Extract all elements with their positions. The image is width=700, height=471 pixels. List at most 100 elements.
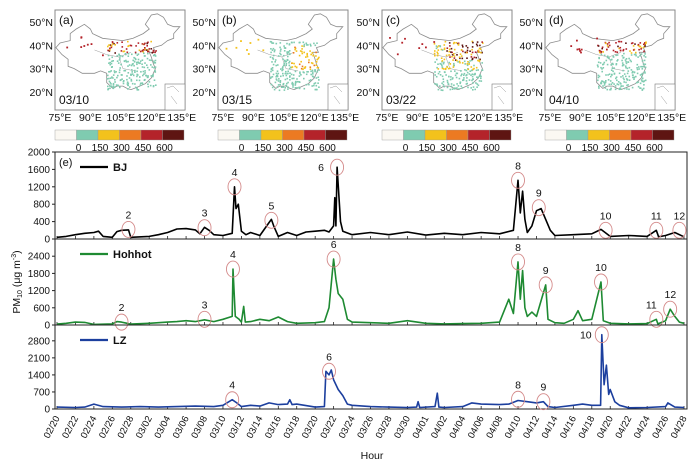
station-dot — [110, 62, 113, 65]
station-dot — [274, 59, 277, 61]
station-dot — [289, 75, 291, 77]
x-tick-label: 04/06 — [466, 414, 487, 440]
station-dot — [110, 85, 113, 87]
station-dot — [625, 42, 627, 44]
station-dot — [450, 76, 452, 78]
station-dot — [124, 69, 127, 72]
station-dot — [123, 50, 126, 53]
station-dot — [474, 51, 477, 53]
station-dot — [601, 70, 603, 73]
station-dot — [136, 67, 139, 69]
station-dot — [580, 51, 582, 54]
station-dot — [109, 85, 111, 87]
station-dot — [461, 44, 464, 47]
station-dot — [481, 41, 483, 43]
event-label: 9 — [543, 265, 549, 277]
station-dot — [623, 81, 625, 83]
station-dot — [459, 82, 461, 85]
station-dot — [146, 64, 148, 66]
station-dot — [282, 72, 284, 75]
station-dot — [472, 68, 474, 71]
station-dot — [272, 73, 275, 76]
station-dot — [108, 71, 110, 73]
station-dot — [114, 81, 116, 83]
station-dot — [601, 68, 603, 70]
station-dot — [314, 82, 317, 84]
station-dot — [125, 48, 128, 50]
station-dot — [139, 84, 142, 86]
event-label: 12 — [674, 210, 686, 222]
station-dot — [109, 44, 112, 46]
station-dot — [476, 41, 479, 43]
station-dot — [152, 85, 155, 88]
event-circle — [672, 221, 687, 239]
inset-outline — [656, 85, 670, 105]
china-outline — [55, 13, 181, 91]
station-dot — [472, 82, 474, 84]
station-dot — [441, 66, 444, 68]
station-dot — [138, 49, 141, 52]
colorbar-label: 150 — [582, 143, 599, 154]
station-dot — [468, 73, 471, 75]
station-dot — [284, 47, 286, 49]
station-dot — [111, 76, 113, 78]
colorbar-label: 0 — [566, 143, 572, 154]
panel-lz: 0 700 1400 2100 2800 4 6 8 9 10 LZ — [28, 324, 688, 416]
station-dot — [455, 42, 457, 44]
station-dot — [611, 82, 614, 84]
event-circle — [114, 313, 129, 331]
station-dot — [294, 82, 297, 85]
station-dot — [643, 65, 645, 68]
station-dot — [153, 62, 155, 64]
station-dot — [434, 50, 436, 52]
station-dot — [312, 54, 315, 57]
station-dot — [279, 81, 282, 83]
station-dot — [135, 58, 137, 61]
x-tick-label: 03/08 — [189, 414, 210, 440]
station-dot — [291, 83, 293, 85]
station-dot — [125, 53, 127, 56]
station-dot — [107, 85, 109, 88]
colorbar-label: 600 — [646, 143, 663, 154]
station-dot — [614, 51, 617, 53]
station-dot — [460, 55, 463, 57]
station-dot — [637, 56, 639, 58]
station-dot — [142, 50, 144, 53]
station-dot — [437, 68, 440, 70]
station-dot — [283, 62, 285, 65]
station-dot — [282, 66, 284, 68]
station-dot — [440, 48, 443, 51]
colorbar-segment — [325, 129, 348, 141]
station-dot — [291, 77, 293, 80]
station-dot — [150, 40, 152, 43]
station-dot — [609, 88, 611, 91]
station-dot — [434, 83, 436, 85]
station-dot — [604, 82, 606, 85]
station-dot — [471, 59, 473, 62]
station-dot — [279, 52, 281, 55]
station-dot — [625, 48, 628, 50]
station-dot — [286, 82, 288, 85]
station-dot — [112, 85, 114, 88]
station-dot — [467, 61, 469, 63]
station-dot — [634, 53, 637, 56]
station-dot — [315, 88, 318, 91]
station-dot — [441, 89, 444, 92]
y-tick-label: 2400 — [28, 252, 51, 263]
x-tick-label: 03/14 — [245, 414, 266, 440]
station-dot — [643, 84, 645, 86]
station-dot — [284, 87, 286, 89]
station-dot — [302, 41, 305, 44]
station-dot — [119, 79, 122, 82]
x-tick-label: 02/20 — [42, 414, 63, 440]
station-dot — [401, 41, 404, 44]
station-dot — [441, 82, 443, 85]
station-dot — [127, 52, 130, 55]
station-dot — [143, 66, 146, 69]
station-dot — [301, 45, 303, 47]
colorbar-label: 450 — [135, 143, 152, 154]
station-dot — [291, 81, 294, 84]
station-dot — [314, 88, 317, 91]
station-dot — [141, 66, 144, 68]
station-dot — [614, 85, 617, 87]
